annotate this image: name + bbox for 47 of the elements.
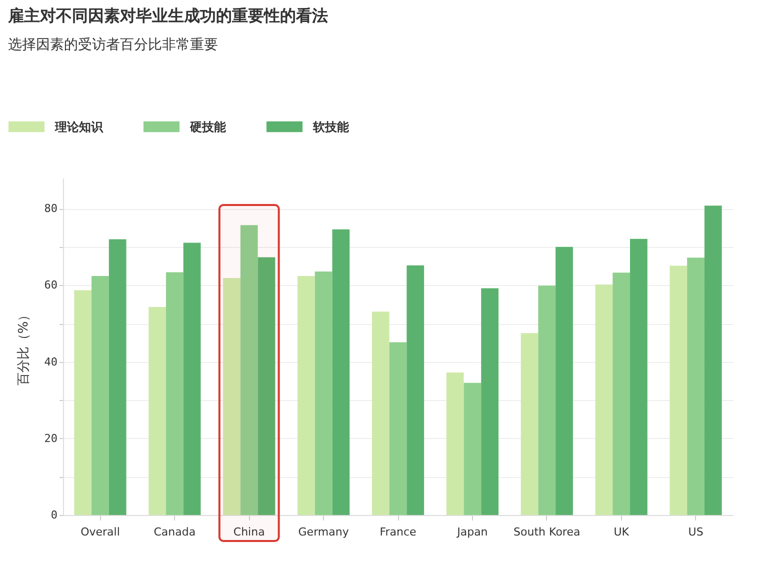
bar [481,288,498,515]
bar [630,238,648,515]
bar [389,342,407,515]
bar [670,266,688,515]
y-tick-label: 40 [44,355,58,368]
x-tick-label: Overall [80,526,120,538]
x-tick-label: US [688,526,704,538]
bar [464,382,482,515]
bar [183,242,201,515]
x-tick-label: UK [614,526,630,538]
bar [612,272,630,515]
legend-label: 软技能 [312,120,350,134]
bar [406,265,424,515]
bar [166,272,184,515]
x-tick-label: South Korea [514,526,580,538]
bar [223,278,240,515]
y-axis-title: 百分比（%） [16,308,32,386]
y-tick-label: 20 [44,432,58,445]
bar [556,246,573,515]
bar [314,271,332,515]
bar [446,372,464,515]
x-tick-label: France [380,526,417,538]
bar [520,333,538,515]
y-tick-label: 0 [50,508,58,522]
x-tick-label: China [233,526,265,538]
bar [538,286,556,515]
bar [595,284,613,515]
x-tick-label: Japan [456,526,488,538]
y-tick-label: 60 [44,278,58,292]
bar [258,257,276,515]
legend-label: 理论知识 [54,120,104,134]
chart-subtitle: 选择因素的受访者百分比非常重要 [8,37,218,53]
bar [108,239,126,515]
x-tick-label: Canada [154,526,196,538]
chart-title: 雇主对不同因素对毕业生成功的重要性的看法 [7,6,328,25]
bar [298,276,315,515]
bar [240,225,258,515]
bar [74,290,92,515]
x-tick-label: Germany [298,526,350,538]
bar [687,258,704,515]
bar [92,276,109,515]
bar [372,312,390,515]
bar [148,307,166,515]
y-tick-label: 80 [44,202,58,216]
bar [332,229,350,515]
legend-label: 硬技能 [189,120,227,134]
bar [704,206,722,515]
